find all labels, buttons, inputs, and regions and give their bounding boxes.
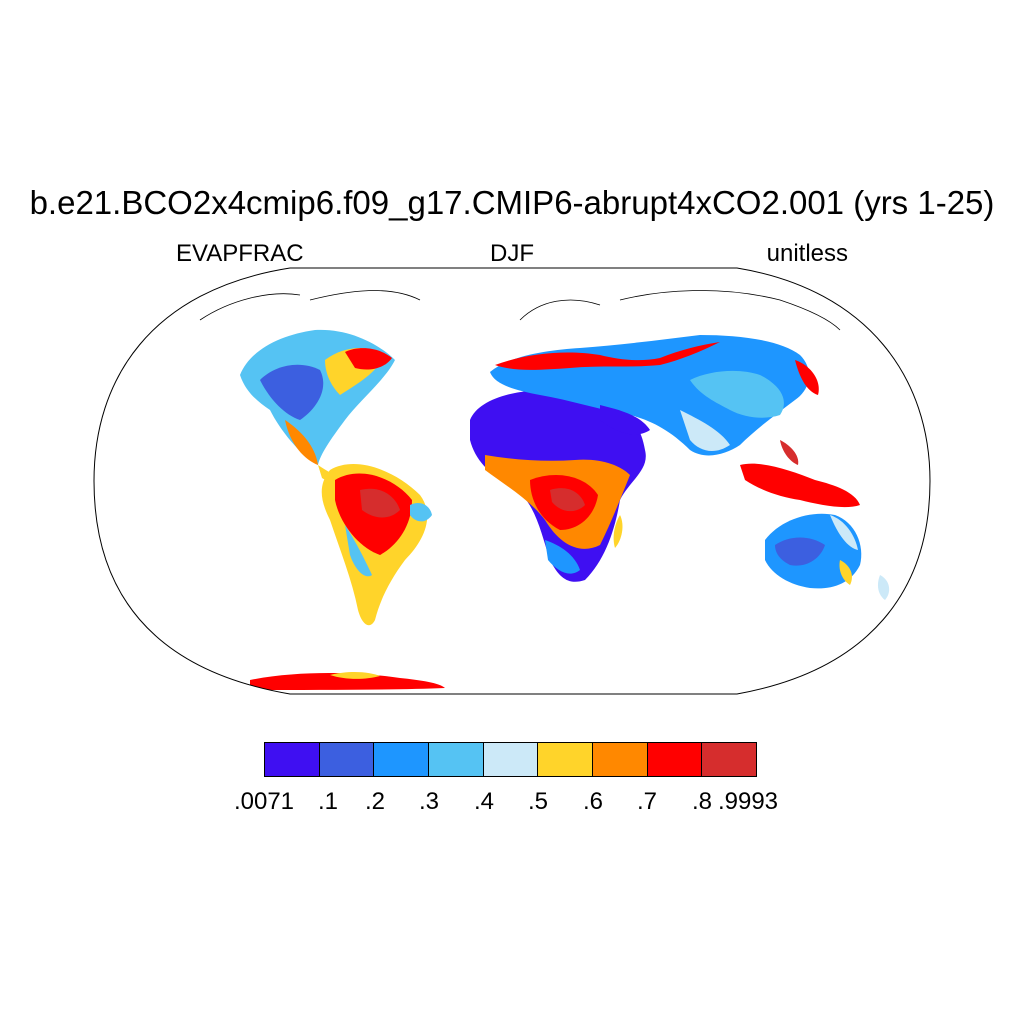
colorbar-label: .1 bbox=[317, 788, 339, 815]
season-label: DJF bbox=[490, 240, 534, 267]
variable-name-label: EVAPFRAC bbox=[176, 240, 304, 267]
figure-title: b.e21.BCO2x4cmip6.f09_g17.CMIP6-abrupt4x… bbox=[29, 184, 995, 221]
colorbar-label: .3 bbox=[418, 788, 440, 815]
colorbar-label: .0071 bbox=[233, 788, 295, 815]
colorbar-box bbox=[537, 742, 593, 777]
colorbar-label: .5 bbox=[527, 788, 549, 815]
colorbar-label: .8 bbox=[691, 788, 713, 815]
coastline-arctic bbox=[199, 290, 841, 331]
colorbar-box bbox=[701, 742, 757, 777]
map-outline bbox=[93, 267, 931, 695]
colorbar-label: .9993 bbox=[717, 788, 779, 815]
colorbar bbox=[264, 742, 757, 777]
colorbar-box bbox=[318, 742, 375, 777]
colorbar-box bbox=[373, 742, 429, 777]
colorbar-box bbox=[592, 742, 648, 777]
colorbar-box bbox=[428, 742, 484, 777]
colorbar-box bbox=[264, 742, 320, 777]
antarctica-region bbox=[250, 673, 445, 690]
colorbar-box bbox=[646, 742, 703, 777]
colorbar-label: .2 bbox=[364, 788, 386, 815]
colorbar-label: .4 bbox=[473, 788, 495, 815]
colorbar-box bbox=[482, 742, 539, 777]
colorbar-label: .7 bbox=[636, 788, 658, 815]
units-label: unitless bbox=[766, 240, 848, 267]
southeast-asia-region bbox=[740, 463, 860, 508]
colorbar-label: .6 bbox=[582, 788, 604, 815]
